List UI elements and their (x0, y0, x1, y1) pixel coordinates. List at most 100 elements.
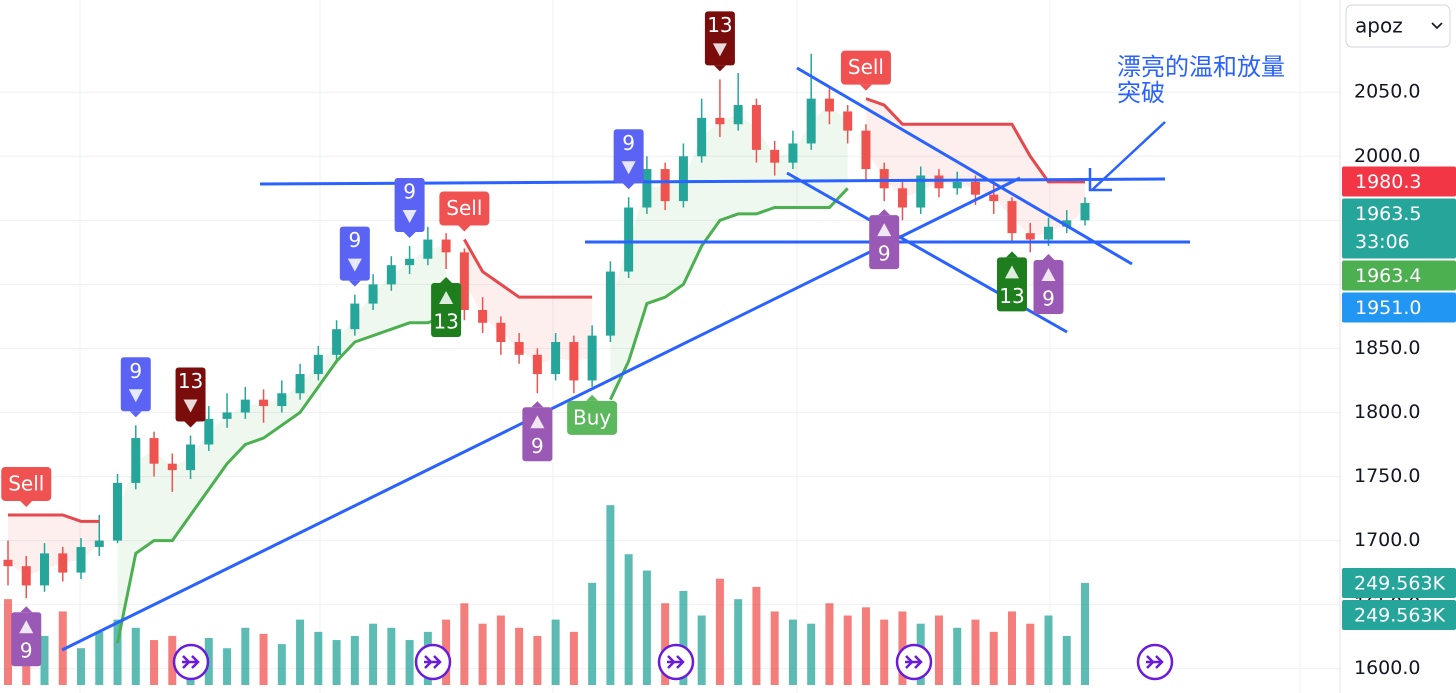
volume-bar (624, 554, 633, 685)
candle-body (295, 374, 305, 394)
signal-pointer (440, 277, 453, 284)
supertrend-line (8, 513, 100, 523)
volume-bar (989, 631, 998, 685)
volume-bar (1026, 623, 1035, 685)
candle-body (204, 418, 214, 445)
volume-bar (679, 590, 688, 685)
price-label-box (1342, 198, 1456, 259)
signal-pointer (531, 401, 544, 408)
supertrend-line (865, 97, 1085, 184)
volume-bar (296, 619, 305, 685)
candle-body (459, 252, 469, 310)
replay-icon[interactable] (1136, 643, 1174, 681)
candle-body (770, 149, 780, 163)
signal-label: 9 (878, 242, 891, 266)
signal-label: Sell (446, 196, 482, 220)
countdown: 33:06 (1355, 231, 1410, 253)
candle-body (879, 169, 889, 189)
volume-bar (496, 615, 505, 685)
candle-body (405, 258, 415, 266)
volume-bar (1007, 611, 1016, 685)
volume-bar (606, 505, 615, 685)
replay-icon[interactable] (172, 643, 210, 681)
candle-body (58, 553, 68, 573)
volume-bar (642, 570, 651, 685)
annotation-text: 漂亮的温和放量 (1117, 53, 1285, 81)
candle-body (733, 105, 743, 125)
arrow (1091, 121, 1166, 191)
volume-bar (95, 631, 104, 685)
symbol-menu[interactable]: apoz (1345, 4, 1451, 48)
symbol-menu-text[interactable]: apoz (1355, 14, 1403, 38)
signal-pointer (458, 225, 471, 232)
trend-fill (117, 245, 447, 644)
candle-body (3, 559, 13, 567)
volume-bar (387, 627, 396, 685)
volume-bar (880, 619, 889, 685)
candle-body (40, 553, 50, 586)
volume-bar (861, 607, 870, 685)
candle-body (587, 335, 597, 381)
signal-pointer (859, 84, 872, 91)
candle-body (21, 566, 31, 586)
candle-body (952, 181, 962, 189)
signal-label: 9 (129, 359, 142, 383)
volume-bar (661, 603, 670, 685)
trend-fill (8, 514, 100, 576)
signal-triangle (19, 620, 34, 634)
signal-pointer (348, 280, 361, 287)
signal-label: 9 (348, 228, 361, 252)
signal-triangle (877, 223, 892, 237)
supertrend-line (609, 187, 849, 401)
candle-body (806, 98, 816, 144)
volume-bar (569, 631, 578, 685)
symbol-menu-box[interactable] (1345, 4, 1451, 48)
signal-label: 9 (1042, 286, 1055, 310)
signal-box (1033, 259, 1064, 314)
signal-pointer (713, 65, 726, 72)
volume-bar (752, 586, 761, 685)
candle-body (149, 438, 159, 464)
volume-bar (241, 627, 250, 685)
supertrend-line (463, 238, 593, 299)
y-tick-label: 1800.0 (1354, 401, 1420, 423)
candle-body (1062, 220, 1072, 227)
candle-body (569, 342, 579, 381)
replay-icon[interactable] (414, 643, 452, 681)
volume-bar (734, 599, 743, 685)
candle-body (167, 463, 177, 471)
signal-pointer (403, 231, 416, 238)
replay-icon[interactable] (895, 643, 933, 681)
volume-bar (934, 615, 943, 685)
candle-body (897, 188, 907, 208)
signal-box (869, 215, 900, 270)
signal-box (439, 191, 490, 226)
signal-triangle (439, 291, 454, 305)
y-tick-label: 1700.0 (1354, 529, 1420, 551)
volume-label-box (1342, 568, 1456, 599)
signal-box (11, 612, 42, 667)
signal-pointer (586, 394, 599, 401)
volume-bar (697, 615, 706, 685)
candle-body (678, 156, 688, 202)
replay-icon[interactable] (657, 643, 695, 681)
candle-body (551, 342, 561, 375)
price-label-box (1342, 292, 1456, 323)
signal-label: 9 (531, 434, 544, 458)
candle-body (113, 482, 123, 541)
volume-bar (113, 619, 122, 685)
signal-label: 9 (622, 131, 635, 155)
candle-body (660, 169, 670, 202)
price-label-box (1342, 260, 1456, 291)
volume-bar (314, 631, 323, 685)
price-label: 1963.4 (1355, 265, 1421, 287)
signal-box (522, 407, 553, 462)
candle-body (861, 130, 871, 170)
volume-bar (77, 648, 86, 685)
signal-box (567, 400, 618, 435)
price-labels: 1980.3 1963.5 33:06 1963.4 1951.0 249.563K 249… (1342, 166, 1456, 631)
volume-bar (150, 640, 159, 685)
price-label: 1951.0 (1355, 297, 1421, 319)
signal-pointer (878, 209, 891, 216)
